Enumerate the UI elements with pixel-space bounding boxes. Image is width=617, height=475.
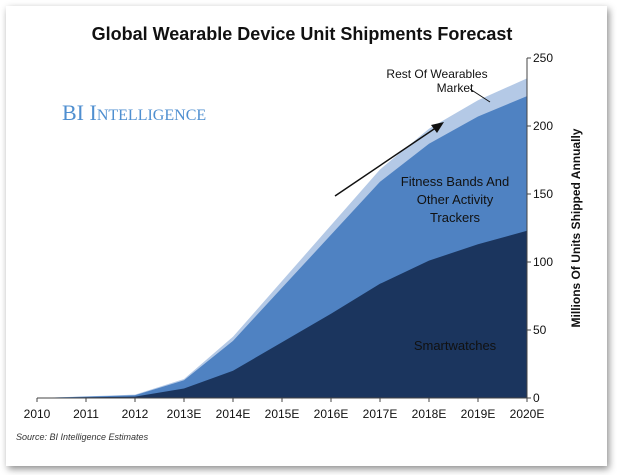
axes: 2010 2011 2012 2013E 2014E 2015E 2016E 2017E 201…: [24, 51, 554, 421]
y-tick-label: 50: [533, 323, 547, 337]
x-tick-label: 2018E: [412, 407, 447, 421]
rest-label-1: Rest Of Wearables: [386, 67, 487, 81]
y-tick-label: 100: [533, 255, 553, 269]
x-tick-label: 2019E: [461, 407, 496, 421]
x-tick-label: 2016E: [314, 407, 349, 421]
brand-logo: BI INTELLIGENCE: [62, 100, 206, 125]
source-note: Source: BI Intelligence Estimates: [16, 432, 149, 442]
fitness-label-1: Fitness Bands And: [401, 174, 509, 189]
growth-arrow-line: [334, 124, 441, 197]
rest-label-2: Market: [437, 81, 474, 95]
smartwatches-label: Smartwatches: [414, 338, 497, 353]
area-layers: [37, 78, 527, 399]
x-tick-label: 2011: [73, 407, 99, 421]
y-tick-label: 200: [533, 119, 553, 133]
x-tick-label: 2010: [24, 407, 51, 421]
x-tick-label: 2015E: [265, 407, 300, 421]
x-tick-label: 2013E: [167, 407, 202, 421]
area-smartwatches: [37, 230, 527, 398]
x-tick-label: 2014E: [216, 407, 251, 421]
brand-second-rest: NTELLIGENCE: [97, 107, 206, 124]
y-tick-label: 0: [533, 391, 540, 405]
rest-label-pointer: [469, 88, 491, 103]
x-tick-label: 2017E: [363, 407, 398, 421]
fitness-label-2: Other Activity: [417, 192, 494, 207]
x-tick-label: 2012: [122, 407, 149, 421]
y-tick-label: 250: [533, 51, 553, 65]
fitness-label-3: Trackers: [430, 210, 481, 225]
brand-first: BI: [62, 100, 90, 125]
y-tick-label: 150: [533, 187, 553, 201]
x-tick-label: 2020E: [510, 407, 545, 421]
brand-second-initial: I: [90, 100, 97, 125]
chart-title: Global Wearable Device Unit Shipments Fo…: [92, 24, 513, 44]
y-axis-label: Millions Of Units Shipped Annually: [569, 128, 583, 327]
growth-arrow-head: [431, 122, 444, 133]
